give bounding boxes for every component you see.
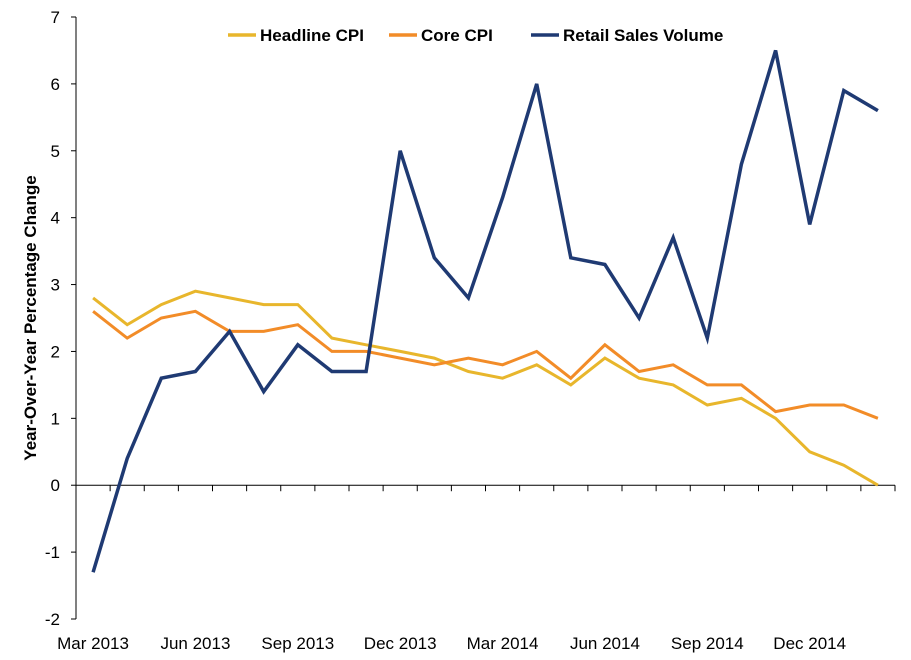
y-tick-label: 3: [51, 276, 60, 295]
legend: Headline CPI Core CPI Retail Sales Volume: [228, 26, 723, 45]
x-tick-label: Jun 2013: [160, 634, 230, 653]
axes: [71, 16, 896, 620]
series-lines: [91, 49, 879, 573]
y-tick-label: 0: [51, 476, 60, 495]
legend-label: Retail Sales Volume: [563, 26, 723, 45]
x-tick-label: Sep 2013: [261, 634, 334, 653]
x-tick-label: Dec 2013: [364, 634, 437, 653]
y-tick-label: 4: [51, 209, 60, 228]
y-tick-label: 1: [51, 409, 60, 428]
legend-label: Headline CPI: [260, 26, 364, 45]
series-line: [92, 309, 879, 420]
x-tick-label: Sep 2014: [671, 634, 744, 653]
y-tick-label: -1: [45, 543, 60, 562]
series-line: [92, 289, 879, 487]
y-tick-label: -2: [45, 610, 60, 629]
y-tick-label: 5: [51, 142, 60, 161]
x-tick-label: Jun 2014: [570, 634, 640, 653]
y-tick-label: 2: [51, 342, 60, 361]
y-axis-label: Year-Over-Year Percentage Change: [21, 175, 40, 460]
legend-label: Core CPI: [421, 26, 493, 45]
series-line: [91, 49, 879, 573]
y-tick-label: 7: [51, 8, 60, 27]
x-tick-label: Mar 2013: [57, 634, 129, 653]
x-tick-label: Mar 2014: [467, 634, 539, 653]
y-tick-label: 6: [51, 75, 60, 94]
x-tick-label: Dec 2014: [773, 634, 846, 653]
tick-labels: -2 -1 0 1 2 3 4 5 6 7 Mar 2013 Jun 2013 Sep 2013 Dec …: [45, 8, 846, 653]
